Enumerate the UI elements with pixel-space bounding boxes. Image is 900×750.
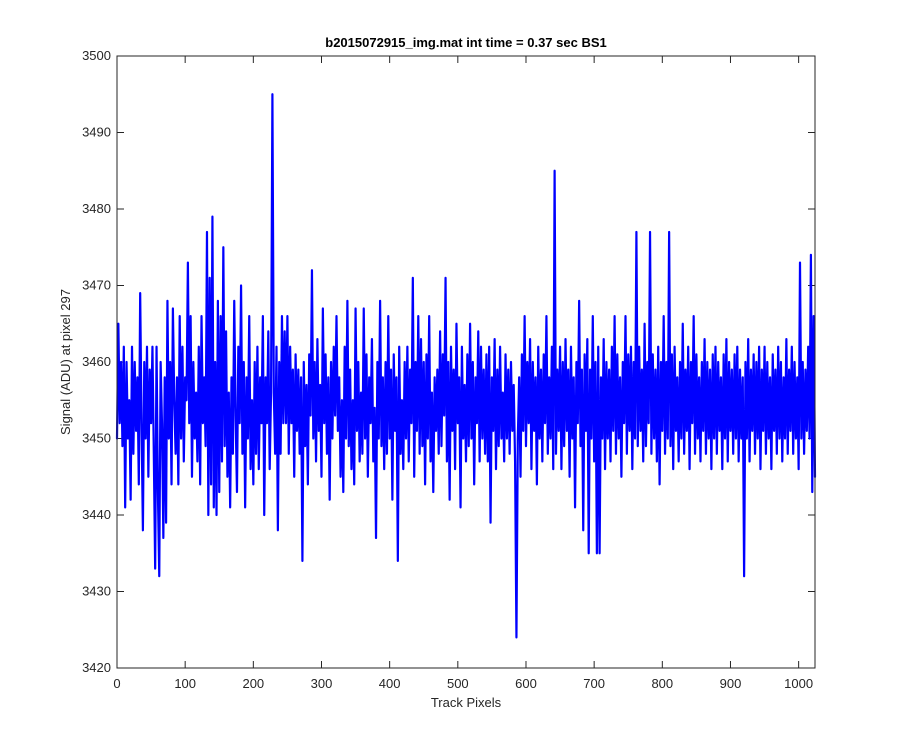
y-tick-label: 3420	[82, 660, 111, 675]
x-tick-label: 1000	[784, 676, 813, 691]
y-tick-label: 3450	[82, 431, 111, 446]
y-axis-label: Signal (ADU) at pixel 297	[58, 289, 73, 435]
y-tick-label: 3470	[82, 278, 111, 293]
axis-ticks-group: 0 100 200 300 400 500 600 700 800 900 1000 3420 3430…	[82, 48, 815, 691]
x-tick-label: 800	[651, 676, 673, 691]
x-tick-label: 400	[379, 676, 401, 691]
x-tick-label: 700	[583, 676, 605, 691]
plot-frame	[116, 55, 816, 669]
series-group	[115, 93, 817, 639]
y-tick-label: 3440	[82, 507, 111, 522]
y-tick-label: 3430	[82, 584, 111, 599]
x-tick-label: 100	[174, 676, 196, 691]
x-axis-label: Track Pixels	[431, 695, 502, 710]
chart-title: b2015072915_img.mat int time = 0.37 sec …	[325, 35, 606, 50]
y-tick-label: 3460	[82, 354, 111, 369]
x-tick-label: 300	[311, 676, 333, 691]
series-line	[115, 93, 817, 639]
x-tick-label: 200	[242, 676, 264, 691]
y-tick-label: 3490	[82, 125, 111, 140]
y-tick-label: 3480	[82, 201, 111, 216]
x-tick-label: 500	[447, 676, 469, 691]
x-tick-label: 0	[113, 676, 120, 691]
x-tick-label: 900	[720, 676, 742, 691]
x-tick-label: 600	[515, 676, 537, 691]
y-tick-label: 3500	[82, 48, 111, 63]
